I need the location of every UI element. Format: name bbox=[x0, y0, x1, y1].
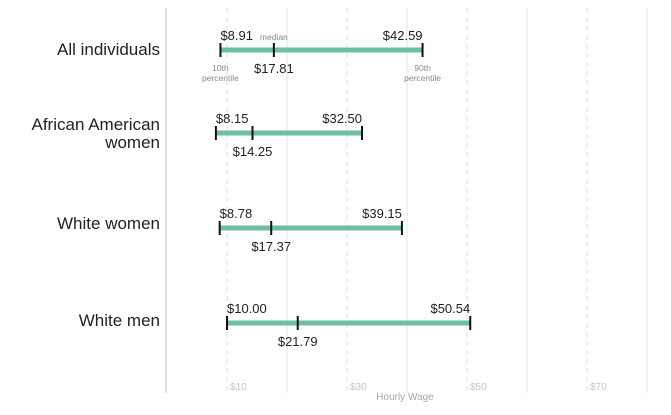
x-tick-label-3: $70 bbox=[590, 382, 607, 393]
median-value-label-1: $14.25 bbox=[233, 144, 273, 159]
p10-value-label-2: $8.78 bbox=[220, 206, 253, 221]
x-tick-label-1: $30 bbox=[350, 382, 367, 393]
p10-value-label-0: $8.91 bbox=[220, 28, 253, 43]
x-tick-labels: $10 $30 $50 $70 bbox=[230, 382, 607, 393]
p10-value-label-3: $10.00 bbox=[227, 301, 267, 316]
category-label-3: White men bbox=[79, 311, 160, 330]
category-label-1: African American women bbox=[32, 115, 161, 152]
p90-annotation: 90th percentile bbox=[404, 63, 441, 83]
row-2: White women $8.78 $39.15 $17.37 bbox=[57, 206, 403, 254]
x-tick-label-2: $50 bbox=[470, 382, 487, 393]
p10-value-label-1: $8.15 bbox=[216, 111, 249, 126]
p90-value-label-3: $50.54 bbox=[430, 301, 470, 316]
p90-value-label-1: $32.50 bbox=[322, 111, 362, 126]
rows-layer: All individuals $8.91 $42.59 $17.81 median 10… bbox=[32, 28, 472, 349]
x-tick-label-0: $10 bbox=[230, 382, 247, 393]
p10-annotation: 10th percentile bbox=[202, 63, 239, 83]
median-value-label-2: $17.37 bbox=[251, 239, 291, 254]
row-0: All individuals $8.91 $42.59 $17.81 median 10… bbox=[57, 28, 441, 83]
category-label-0: All individuals bbox=[57, 40, 160, 59]
grid-layer bbox=[226, 8, 648, 393]
p90-value-label-2: $39.15 bbox=[362, 206, 402, 221]
median-value-label-3: $21.79 bbox=[278, 334, 318, 349]
x-axis-title: Hourly Wage bbox=[376, 392, 434, 403]
row-1: African American women $8.15 $32.50 $14.25 bbox=[32, 111, 363, 159]
category-label-2: White women bbox=[57, 214, 160, 233]
median-value-label-0: $17.81 bbox=[254, 61, 294, 76]
p90-value-label-0: $42.59 bbox=[383, 28, 423, 43]
median-annotation: median bbox=[260, 32, 288, 42]
row-3: White men $10.00 $50.54 $21.79 bbox=[79, 301, 472, 349]
